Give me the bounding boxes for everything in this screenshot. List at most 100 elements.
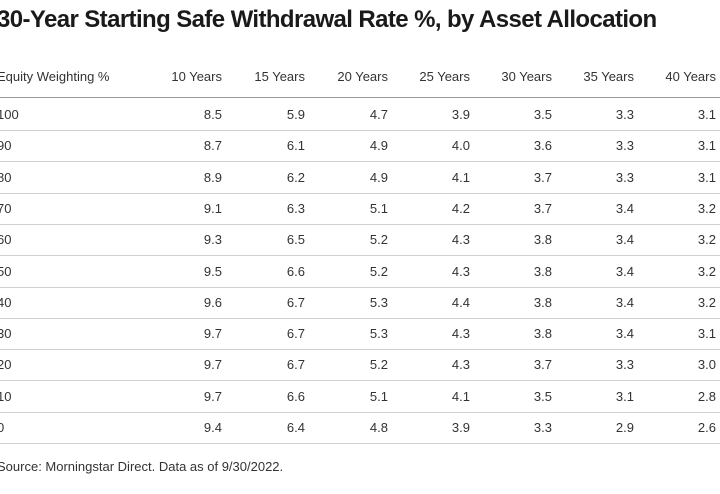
divider	[0, 443, 720, 444]
table-cell: 4.1	[451, 388, 470, 404]
table-cell: 3.7	[533, 169, 552, 185]
column-header: 15 Years	[254, 69, 305, 84]
table-cell: 4.9	[369, 169, 388, 185]
table-cell: 3.8	[533, 294, 552, 310]
table-cell: 3.1	[697, 169, 716, 185]
table-cell: 3.7	[533, 357, 552, 373]
table-cell: 6.5	[286, 232, 305, 248]
table-cell: 3.2	[697, 200, 716, 216]
table-cell: 5.1	[369, 388, 388, 404]
table-cell: 3.8	[533, 326, 552, 342]
divider	[0, 130, 720, 131]
table-cell: 9.4	[203, 420, 222, 435]
divider	[0, 287, 720, 288]
row-header: Equity Weighting %	[0, 69, 110, 84]
table-cell: 3.9	[451, 420, 470, 435]
column-header: 35 Years	[583, 69, 634, 84]
table-cell: 4.9	[369, 138, 388, 154]
table-cell: 9.7	[203, 326, 222, 342]
source-note: Source: Morningstar Direct. Data as of 9…	[0, 459, 284, 474]
divider	[0, 318, 720, 319]
table-cell: 3.4	[615, 263, 634, 279]
table-cell: 3.2	[697, 294, 716, 310]
row-label: 30	[0, 326, 12, 342]
table-cell: 3.1	[615, 388, 634, 404]
table-cell: 4.8	[369, 420, 388, 435]
table-cell: 3.4	[615, 326, 634, 342]
table-cell: 3.1	[697, 326, 716, 342]
table-cell: 9.7	[203, 357, 222, 373]
column-header: 40 Years	[665, 69, 716, 84]
row-label: 10	[0, 388, 12, 404]
row-label: 40	[0, 294, 12, 310]
table-cell: 4.0	[451, 138, 470, 154]
table-cell: 4.1	[451, 169, 470, 185]
table-cell: 3.0	[697, 357, 716, 373]
table-cell: 3.1	[697, 107, 716, 122]
divider	[0, 161, 720, 162]
column-header: 10 Years	[171, 69, 222, 84]
table-cell: 4.7	[369, 107, 388, 122]
table-cell: 2.6	[697, 420, 716, 435]
table-cell: 5.2	[369, 263, 388, 279]
table-cell: 5.3	[369, 326, 388, 342]
row-label: 0	[0, 420, 5, 435]
table-cell: 3.2	[697, 263, 716, 279]
table-cell: 3.5	[533, 107, 552, 122]
table-cell: 4.4	[451, 294, 470, 310]
divider	[0, 412, 720, 413]
table-cell: 3.2	[697, 232, 716, 248]
table-cell: 8.9	[203, 169, 222, 185]
table-cell: 9.7	[203, 388, 222, 404]
table-cell: 3.3	[615, 357, 634, 373]
divider	[0, 349, 720, 350]
divider	[0, 380, 720, 381]
table-cell: 3.1	[697, 138, 716, 154]
divider	[0, 255, 720, 256]
column-header: 20 Years	[337, 69, 388, 84]
table-cell: 5.3	[369, 294, 388, 310]
table-cell: 4.3	[451, 263, 470, 279]
table-cell: 3.4	[615, 200, 634, 216]
table-cell: 5.9	[286, 107, 305, 122]
row-label: 80	[0, 169, 12, 185]
row-label: 90	[0, 138, 12, 154]
table-cell: 8.5	[203, 107, 222, 122]
table-cell: 6.7	[286, 357, 305, 373]
table-cell: 4.2	[451, 200, 470, 216]
table-cell: 6.6	[286, 388, 305, 404]
table-cell: 9.1	[203, 200, 222, 216]
table-cell: 2.8	[697, 388, 716, 404]
table-cell: 6.2	[286, 169, 305, 185]
table-cell: 5.2	[369, 357, 388, 373]
table-cell: 4.3	[451, 232, 470, 248]
table-cell: 9.3	[203, 232, 222, 248]
table-cell: 6.3	[286, 200, 305, 216]
divider	[0, 193, 720, 194]
table-cell: 3.3	[615, 107, 634, 122]
table-cell: 6.4	[286, 420, 305, 435]
divider	[0, 97, 720, 98]
title: 30-Year Starting Safe Withdrawal Rate %,…	[0, 6, 657, 33]
table-cell: 3.4	[615, 294, 634, 310]
table-cell: 6.6	[286, 263, 305, 279]
table-cell: 2.9	[615, 420, 634, 435]
table-cell: 3.7	[533, 200, 552, 216]
column-header: 25 Years	[419, 69, 470, 84]
row-label: 100	[0, 107, 19, 122]
column-header: 30 Years	[501, 69, 552, 84]
table-cell: 3.4	[615, 232, 634, 248]
table-cell: 3.3	[615, 169, 634, 185]
table-cell: 3.3	[615, 138, 634, 154]
table-cell: 5.2	[369, 232, 388, 248]
table-cell: 6.1	[286, 138, 305, 154]
row-label: 20	[0, 357, 12, 373]
table-cell: 3.6	[533, 138, 552, 154]
row-label: 60	[0, 232, 12, 248]
table-cell: 9.6	[203, 294, 222, 310]
table-cell: 8.7	[203, 138, 222, 154]
row-label: 70	[0, 200, 12, 216]
divider	[0, 224, 720, 225]
table-cell: 6.7	[286, 294, 305, 310]
